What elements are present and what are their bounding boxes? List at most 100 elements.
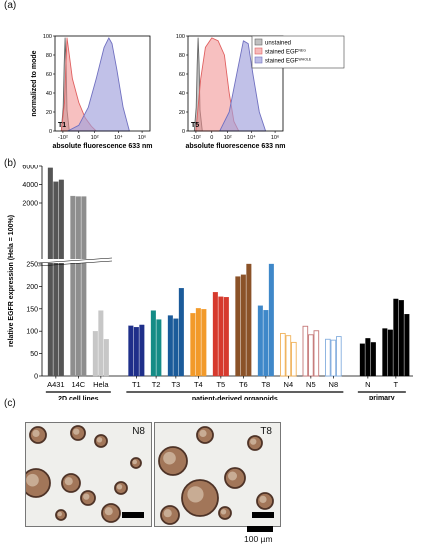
category-label: T2 — [152, 380, 161, 389]
x-axis-title: absolute fluorescence 633 nm — [186, 143, 286, 150]
bar — [308, 334, 314, 377]
scale-bar-t8 — [252, 512, 274, 518]
category-label: A431 — [47, 380, 65, 389]
bar — [398, 300, 404, 377]
legend-entry: stained EGFWHOLE — [265, 58, 312, 65]
y-tick-label: 60 — [46, 72, 52, 78]
bar — [240, 274, 246, 377]
category-label: N8 — [329, 380, 339, 389]
bar — [150, 310, 156, 377]
scale-bar-text: 100 µm — [244, 534, 273, 544]
x-tick-label: -10² — [191, 135, 201, 141]
y-tick-label: 100 — [176, 34, 185, 40]
organoid-detail — [73, 428, 80, 435]
bar-axes: 0 50 100 150 200 250 2000 4000 6000 relative EGFR… — [8, 165, 413, 381]
x-tick-label: 0 — [77, 135, 80, 141]
x-tick-label: 10⁴ — [114, 134, 123, 141]
bar — [128, 325, 134, 377]
legend-swatch — [254, 38, 263, 46]
x-tick-label: 10² — [224, 135, 232, 141]
panel-a-label: (a) — [4, 0, 17, 11]
histogram-legend: unstained stained EGFNEG stained EGFWHOLE — [251, 35, 345, 69]
y-tick-label: 60 — [179, 72, 185, 78]
organoid-detail — [259, 495, 267, 503]
organoid-detail — [250, 438, 257, 445]
bar — [139, 324, 145, 377]
bar — [387, 329, 393, 377]
bar — [58, 179, 64, 377]
bar — [98, 310, 104, 377]
axis-break — [38, 259, 118, 263]
organoid-detail — [26, 473, 39, 487]
bar — [133, 327, 139, 377]
bar — [263, 309, 269, 377]
plot-frame — [187, 35, 284, 132]
category-label: T — [394, 380, 399, 389]
y-tick-label: 6000 — [22, 165, 38, 171]
bar — [178, 288, 184, 377]
bar-category-labels: A431 14C Hela T1 T2 T3 T4 T5 T6 T8 N4 N5 N8 N T 2D cell… — [45, 376, 406, 400]
category-label: Hela — [93, 380, 109, 389]
y-tick-label: 20 — [46, 110, 52, 116]
histogram-sample-label: T5 — [191, 122, 199, 129]
y-tick-label: 80 — [46, 53, 52, 59]
category-label: T1 — [132, 380, 141, 389]
bar — [195, 308, 201, 377]
organoid-detail — [163, 509, 172, 518]
organoid-detail — [104, 507, 113, 516]
panel-c-label: (c) — [4, 398, 16, 409]
organoid-detail — [32, 429, 40, 437]
y-tick-label: 0 — [182, 129, 185, 135]
bar — [103, 339, 109, 377]
category-label: T8 — [261, 380, 270, 389]
organoid-detail — [199, 429, 207, 437]
category-label: T3 — [171, 380, 180, 389]
bar — [280, 332, 286, 377]
organoid-detail — [116, 484, 123, 490]
micrograph-t8: T8 — [154, 422, 281, 527]
y-axis-title: normalized to mode — [31, 50, 38, 116]
micrograph-n8: N8 — [25, 422, 152, 527]
micrograph-n8-label: N8 — [132, 426, 145, 437]
category-label: 14C — [71, 380, 85, 389]
organoid-detail — [132, 459, 137, 465]
bar — [336, 336, 342, 377]
bar — [235, 276, 241, 377]
category-label: T6 — [239, 380, 248, 389]
organoid-detail — [96, 437, 103, 443]
y-tick-label: 2000 — [22, 201, 38, 208]
x-tick-label: 10² — [91, 135, 99, 141]
bar — [257, 305, 263, 377]
bar — [156, 319, 162, 377]
bar-marks — [37, 167, 410, 377]
flow-histograms: 0 20 40 60 80 100 -10² 0 10² 10⁴ 10⁶ T1 absolute flu… — [31, 34, 345, 150]
histogram-sample-label: T1 — [58, 122, 66, 129]
bar — [92, 331, 98, 377]
bar — [313, 330, 320, 377]
scale-bar-legend — [247, 526, 273, 532]
organoid-detail — [220, 509, 227, 515]
group-label: patient-derived organoids — [192, 396, 278, 400]
bar — [404, 314, 410, 377]
bar — [190, 313, 196, 377]
bar — [223, 297, 229, 377]
bar — [212, 292, 218, 377]
x-tick-label: 10⁴ — [247, 134, 256, 141]
bar — [167, 315, 173, 377]
bar — [81, 196, 87, 377]
y-tick-label: 80 — [179, 53, 185, 59]
category-label: T4 — [194, 380, 203, 389]
legend-swatch — [254, 47, 263, 55]
group-label: primary — [369, 395, 395, 400]
bar — [365, 338, 371, 377]
histogram-t1: 0 20 40 60 80 100 -10² 0 10² 10⁴ 10⁶ T1 absolute flu… — [31, 34, 152, 150]
bar — [393, 298, 399, 377]
y-tick-label: 200 — [26, 284, 38, 291]
bar — [75, 196, 81, 377]
bar — [302, 325, 309, 377]
panel-b-label: (b) — [4, 158, 17, 169]
category-label: N4 — [284, 380, 294, 389]
y-tick-label: 40 — [46, 91, 52, 97]
x-tick-label: 10⁶ — [138, 134, 146, 141]
bar — [268, 263, 274, 377]
